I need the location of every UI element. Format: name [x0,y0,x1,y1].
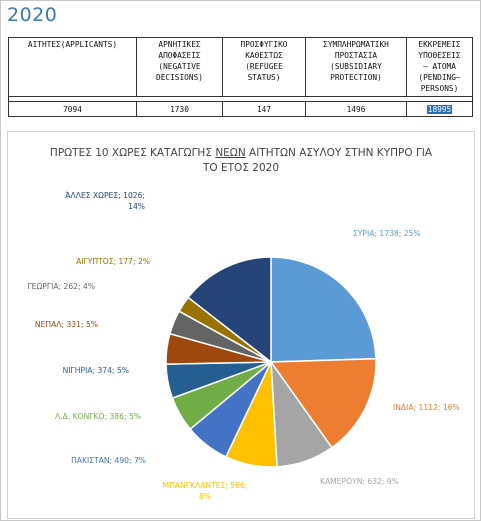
value-refugee-status: 147 [222,101,306,117]
header-pending-persons: ΕΚΚΡΕΜΕΙΣ ΥΠΟΘΕΣΕΙΣ – ΑΤΟΜΑ (PENDING– PE… [406,37,473,97]
pie-label-10: ΆΛΛΕΣ ΧΩΡΕΣ; 1026; 14% [65,191,145,211]
pie-chart-panel: ΠΡΩΤΕΣ 10 ΧΩΡΕΣ ΚΑΤΑΓΩΓΗΣ ΝΕΩΝ ΑΙΤΗΤΩΝ Α… [7,131,475,519]
pie-label-5: Λ.Δ. ΚΟΝΓΚΟ; 386; 5% [55,412,141,421]
chart-title-part2: ΑΙΤΗΤΩΝ ΑΣΥΛΟΥ ΣΤΗΝ ΚΥΠΡΟ ΓΙΑ [245,147,433,159]
table-header-row: ΑΙΤΗΤΕΣ(APPLICANTS) ΑΡΝΗΤΙΚΕΣ ΑΠΟΦΑΣΕΙΣ … [8,37,473,97]
pie-label-4: ΠΑΚΙΣΤΑΝ; 490; 7% [71,456,146,465]
chart-title-line2: ΤΟ ΕΤΟΣ 2020 [202,162,280,174]
chart-title-part1: ΠΡΩΤΕΣ 10 ΧΩΡΕΣ ΚΑΤΑΓΩΓΗΣ [49,147,216,159]
header-subsidiary-protection: ΣΥΜΠΛΗΡΩΜΑΤΙΚΗ ΠΡΟΣΤΑΣΙΑ (SUBSIDIARY PRO… [305,37,407,97]
pie-label-0: ΣΥΡΙΑ; 1738; 25% [353,229,421,238]
value-subsidiary-protection: 1496 [305,101,407,117]
pie-label-1: ΙΝΔΙΑ; 1112; 16% [393,403,460,412]
header-applicants: ΑΙΤΗΤΕΣ(APPLICANTS) [8,37,137,97]
year-heading: 2020 [7,4,58,26]
pie-label-3: ΜΠΑΝΓΚΛΑΝΤΕΣ; 566; 8% [163,481,248,501]
value-applicants: 7094 [8,101,137,117]
value-pending-persons-cell: 18995 [406,101,473,117]
asylum-statistics-table: ΑΙΤΗΤΕΣ(APPLICANTS) ΑΡΝΗΤΙΚΕΣ ΑΠΟΦΑΣΕΙΣ … [8,37,473,117]
pie-chart: ΣΥΡΙΑ; 1738; 25% ΙΝΔΙΑ; 1112; 16% ΚΑΜΕΡΟΥΝ… [27,191,460,501]
chart-title-underlined: ΝΕΩΝ [215,147,246,159]
pie-label-2: ΚΑΜΕΡΟΥΝ; 632; 9% [320,477,399,486]
header-negative-decisions: ΑΡΝΗΤΙΚΕΣ ΑΠΟΦΑΣΕΙΣ (NEGATIVE DECISIONS) [136,37,223,97]
pie-label-9: ΑΙΓΥΠΤΟΣ; 177; 2% [76,257,150,266]
table-values-row: 7094 1730 147 1496 18995 [8,101,473,117]
chart-title: ΠΡΩΤΕΣ 10 ΧΩΡΕΣ ΚΑΤΑΓΩΓΗΣ ΝΕΩΝ ΑΙΤΗΤΩΝ Α… [8,146,474,176]
pie-slice-0 [270,256,377,363]
value-negative-decisions: 1730 [136,101,223,117]
pie-slice-10 [187,256,272,364]
pie-slice-1 [269,357,377,449]
header-refugee-status: ΠΡΟΣΦΥΓΙΚΟ ΚΑΘΕΣΤΩΣ (REFUGEE STATUS) [222,37,306,97]
pie-label-7: ΝΕΠΑΛ; 331; 5% [35,320,98,329]
value-pending-persons[interactable]: 18995 [426,104,453,114]
pie-label-8: ΓΕΩΡΓΙΑ; 262; 4% [27,282,95,291]
pie-label-6: ΝΙΓΗΡΙΑ; 374; 5% [63,366,129,375]
